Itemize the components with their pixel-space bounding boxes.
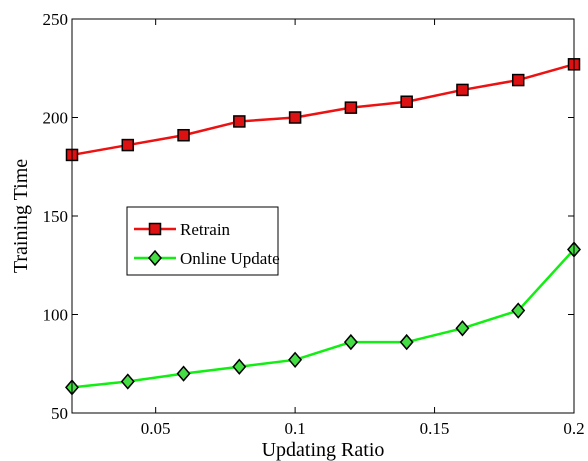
data-point-retrain [344,101,358,114]
y-axis-title: Training Time [10,159,32,273]
y-tick-label: 100 [43,306,69,325]
series-layer [65,58,581,396]
y-tick-label: 50 [51,404,68,423]
data-point-retrain [400,95,413,108]
data-point-online-update [343,333,358,351]
legend-marker-retrain [148,222,162,236]
data-point-online-update [455,320,470,337]
data-point-retrain [456,83,469,97]
x-tick-label: 0.2 [563,419,584,438]
series-line-retrain [71,63,575,157]
data-point-online-update [120,373,135,390]
data-point-retrain [511,73,525,87]
legend-box [126,206,279,276]
data-point-retrain [233,115,246,128]
legend-label-online-update: Online Update [180,249,280,268]
data-point-retrain [121,138,135,152]
legend-label-retrain: Retrain [180,220,231,239]
x-tick-label: 0.15 [420,419,450,438]
data-point-online-update [232,358,247,375]
y-tick-label: 150 [43,207,69,226]
data-point-retrain [288,111,302,124]
data-point-retrain [177,128,190,142]
series-line-online-update [71,248,575,389]
legend: Retrain Online Update [126,206,280,276]
ticks-layer: 0.05 0.1 0.15 0.2 50 100 150 200 250 [43,10,585,438]
x-tick-label: 0.05 [141,419,171,438]
data-point-online-update [399,333,414,351]
y-tick-label: 250 [43,10,69,29]
legend-marker-online-update [148,249,162,267]
data-point-online-update [176,365,191,382]
data-point-online-update [511,302,526,319]
y-tick-label: 200 [43,109,69,128]
x-axis-title: Updating Ratio [262,439,385,461]
x-tick-label: 0.1 [284,419,305,438]
data-point-online-update [288,351,303,368]
